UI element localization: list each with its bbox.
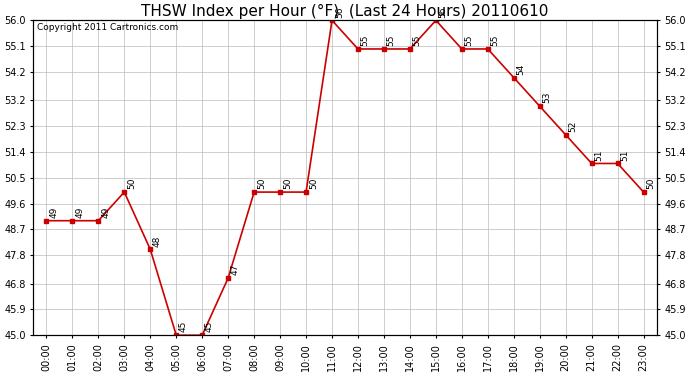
Text: 50: 50 (283, 178, 292, 189)
Text: 49: 49 (49, 207, 58, 218)
Text: 45: 45 (179, 321, 188, 332)
Text: 49: 49 (75, 207, 84, 218)
Text: 55: 55 (361, 35, 370, 46)
Text: 50: 50 (647, 178, 656, 189)
Text: 55: 55 (386, 35, 396, 46)
Text: 50: 50 (257, 178, 266, 189)
Text: 53: 53 (542, 92, 551, 104)
Text: 50: 50 (309, 178, 318, 189)
Text: 51: 51 (620, 149, 629, 160)
Text: 55: 55 (491, 35, 500, 46)
Text: 49: 49 (101, 207, 110, 218)
Text: 56: 56 (439, 6, 448, 18)
Text: 47: 47 (231, 264, 240, 275)
Text: 51: 51 (595, 149, 604, 160)
Title: THSW Index per Hour (°F)  (Last 24 Hours) 20110610: THSW Index per Hour (°F) (Last 24 Hours)… (141, 4, 549, 19)
Text: 54: 54 (517, 63, 526, 75)
Text: 45: 45 (205, 321, 214, 332)
Text: Copyright 2011 Cartronics.com: Copyright 2011 Cartronics.com (37, 24, 178, 33)
Text: 56: 56 (335, 6, 344, 18)
Text: 52: 52 (569, 121, 578, 132)
Text: 55: 55 (413, 35, 422, 46)
Text: 55: 55 (464, 35, 473, 46)
Text: 50: 50 (127, 178, 136, 189)
Text: 48: 48 (153, 235, 162, 246)
